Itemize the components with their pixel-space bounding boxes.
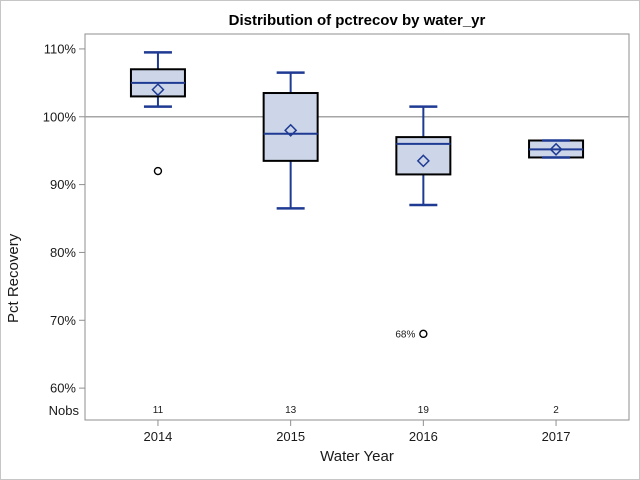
y-axis-title: Pct Recovery (5, 233, 22, 323)
chart-title: Distribution of pctrecov by water_yr (228, 12, 486, 29)
x-axis-tick-label: 2017 (542, 429, 571, 444)
nobs-value: 13 (285, 405, 297, 416)
nobs-value: 2 (553, 405, 559, 416)
outlier-point (153, 166, 163, 176)
nobs-value: 19 (418, 405, 430, 416)
y-axis-tick-label: 90% (50, 177, 76, 192)
y-axis-tick-label: 110% (44, 41, 77, 56)
nobs-value: 11 (153, 405, 164, 416)
outlier-point (419, 329, 428, 339)
y-axis-tick-label: 100% (43, 109, 77, 124)
mean-diamond-marker (151, 83, 165, 97)
x-axis-tick-label: 2015 (276, 429, 305, 444)
mean-diamond-marker (416, 154, 430, 168)
x-axis-tick-label: 2014 (143, 429, 172, 444)
plot-area-frame (84, 33, 630, 421)
y-axis-tick-label: 80% (50, 245, 76, 260)
y-axis-tick-label: 70% (50, 313, 76, 328)
outlier-label: 68% (395, 329, 415, 340)
box-rect (262, 92, 319, 162)
mean-diamond-marker (549, 142, 563, 156)
mean-diamond-marker (284, 123, 298, 137)
y-axis-tick-label: 60% (50, 381, 76, 396)
nobs-row-label: Nobs (48, 403, 79, 418)
x-axis-title: Water Year (320, 448, 394, 465)
x-axis-tick-label: 2016 (409, 429, 438, 444)
